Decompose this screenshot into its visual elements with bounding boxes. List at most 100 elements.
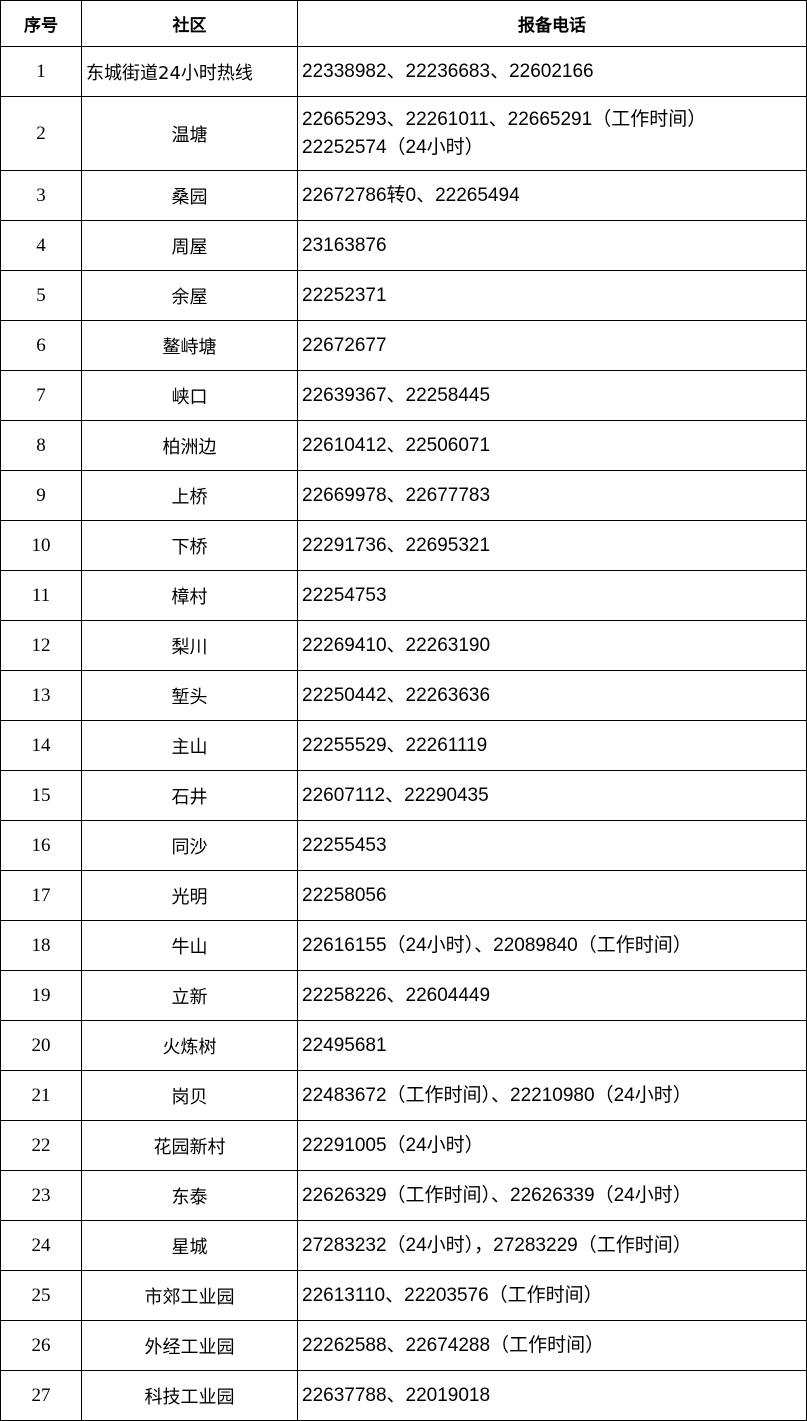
row-number: 13 (0, 670, 82, 721)
community-name: 下桥 (81, 520, 298, 571)
community-name: 梨川 (81, 620, 298, 671)
header-no: 序号 (0, 0, 82, 47)
phone-numbers: 22610412、22506071 (297, 420, 807, 471)
phone-numbers: 22626329（工作时间）、22626339（24小时） (297, 1170, 807, 1221)
table-row: 25 市郊工业园 22613110、22203576（工作时间） (0, 1270, 807, 1321)
table-row: 3 桑园 22672786转0、22265494 (0, 170, 807, 221)
row-number: 17 (0, 870, 82, 921)
community-name: 花园新村 (81, 1120, 298, 1171)
community-name: 樟村 (81, 570, 298, 621)
community-name: 光明 (81, 870, 298, 921)
row-number: 7 (0, 370, 82, 421)
community-name: 鳌峙塘 (81, 320, 298, 371)
phone-numbers: 22262588、22674288（工作时间） (297, 1320, 807, 1371)
phone-numbers: 22254753 (297, 570, 807, 621)
community-name: 市郊工业园 (81, 1270, 298, 1321)
community-name: 立新 (81, 970, 298, 1021)
table-row: 16 同沙 22255453 (0, 820, 807, 871)
table-row: 10 下桥 22291736、22695321 (0, 520, 807, 571)
table-row: 11 樟村 22254753 (0, 570, 807, 621)
row-number: 23 (0, 1170, 82, 1221)
phone-numbers: 22639367、22258445 (297, 370, 807, 421)
community-name: 温塘 (81, 96, 298, 171)
phone-numbers: 22255529、22261119 (297, 720, 807, 771)
community-name: 外经工业园 (81, 1320, 298, 1371)
row-number: 8 (0, 420, 82, 471)
community-name: 同沙 (81, 820, 298, 871)
phone-numbers: 22291005（24小时） (297, 1120, 807, 1171)
row-number: 26 (0, 1320, 82, 1371)
row-number: 14 (0, 720, 82, 771)
phone-numbers: 22252371 (297, 270, 807, 321)
header-row: 序号 社区 报备电话 (0, 0, 807, 47)
table-row: 18 牛山 22616155（24小时）、22089840（工作时间） (0, 920, 807, 971)
table-row: 13 堑头 22250442、22263636 (0, 670, 807, 721)
table-row: 9 上桥 22669978、22677783 (0, 470, 807, 521)
row-number: 24 (0, 1220, 82, 1271)
phone-numbers: 22607112、22290435 (297, 770, 807, 821)
header-phone: 报备电话 (297, 0, 807, 47)
table-row: 4 周屋 23163876 (0, 220, 807, 271)
phone-numbers: 22495681 (297, 1020, 807, 1071)
community-name: 东城街道24小时热线 (81, 46, 298, 97)
phone-numbers: 22258056 (297, 870, 807, 921)
phone-line: 22252574（24小时） (302, 136, 484, 158)
row-number: 4 (0, 220, 82, 271)
row-number: 20 (0, 1020, 82, 1071)
community-name: 主山 (81, 720, 298, 771)
phone-numbers: 22672677 (297, 320, 807, 371)
row-number: 11 (0, 570, 82, 621)
phone-line: 22665293、22261011、22665291（工作时间） (302, 108, 707, 130)
row-number: 2 (0, 96, 82, 171)
phone-numbers: 22483672（工作时间）、22210980（24小时） (297, 1070, 807, 1121)
row-number: 15 (0, 770, 82, 821)
community-name: 峡口 (81, 370, 298, 421)
table-row: 20 火炼树 22495681 (0, 1020, 807, 1071)
community-name: 石井 (81, 770, 298, 821)
phone-numbers: 23163876 (297, 220, 807, 271)
table-row: 14 主山 22255529、22261119 (0, 720, 807, 771)
table-row: 27 科技工业园 22637788、22019018 (0, 1370, 807, 1421)
community-name: 东泰 (81, 1170, 298, 1221)
table-row: 6 鳌峙塘 22672677 (0, 320, 807, 371)
community-name: 牛山 (81, 920, 298, 971)
phone-numbers: 22338982、22236683、22602166 (297, 46, 807, 97)
table-row: 19 立新 22258226、22604449 (0, 970, 807, 1021)
table-row: 15 石井 22607112、22290435 (0, 770, 807, 821)
phone-numbers: 22672786转0、22265494 (297, 170, 807, 221)
table-row: 26 外经工业园 22262588、22674288（工作时间） (0, 1320, 807, 1371)
community-name: 上桥 (81, 470, 298, 521)
community-name: 柏洲边 (81, 420, 298, 471)
phone-numbers: 22269410、22263190 (297, 620, 807, 671)
phone-numbers: 22637788、22019018 (297, 1370, 807, 1421)
row-number: 3 (0, 170, 82, 221)
table-row: 8 柏洲边 22610412、22506071 (0, 420, 807, 471)
table-row: 21 岗贝 22483672（工作时间）、22210980（24小时） (0, 1070, 807, 1121)
table-row: 24 星城 27283232（24小时），27283229（工作时间） (0, 1220, 807, 1271)
row-number: 21 (0, 1070, 82, 1121)
community-name: 岗贝 (81, 1070, 298, 1121)
phone-numbers: 22255453 (297, 820, 807, 871)
table-row: 5 余屋 22252371 (0, 270, 807, 321)
community-name: 桑园 (81, 170, 298, 221)
community-name: 堑头 (81, 670, 298, 721)
phone-numbers: 22613110、22203576（工作时间） (297, 1270, 807, 1321)
row-number: 10 (0, 520, 82, 571)
phone-numbers: 22665293、22261011、22665291（工作时间） 22252574… (297, 96, 807, 171)
row-number: 1 (0, 46, 82, 97)
table-row: 17 光明 22258056 (0, 870, 807, 921)
community-name: 周屋 (81, 220, 298, 271)
row-number: 25 (0, 1270, 82, 1321)
row-number: 12 (0, 620, 82, 671)
row-number: 27 (0, 1370, 82, 1421)
table-row: 1 东城街道24小时热线 22338982、22236683、22602166 (0, 46, 807, 97)
community-name: 科技工业园 (81, 1370, 298, 1421)
row-number: 18 (0, 920, 82, 971)
phone-numbers: 22258226、22604449 (297, 970, 807, 1021)
row-number: 9 (0, 470, 82, 521)
header-community: 社区 (81, 0, 298, 47)
row-number: 6 (0, 320, 82, 371)
table-row: 22 花园新村 22291005（24小时） (0, 1120, 807, 1171)
row-number: 19 (0, 970, 82, 1021)
